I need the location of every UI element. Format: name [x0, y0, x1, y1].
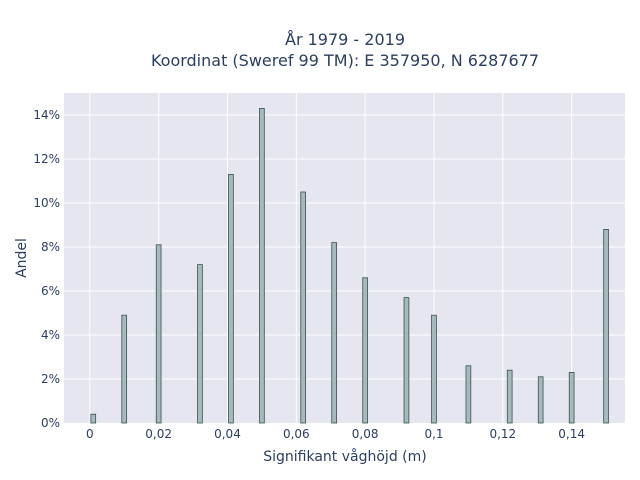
- bar: [197, 264, 203, 424]
- bar: [228, 173, 234, 424]
- plot-area: [64, 93, 625, 423]
- x-tick-label: 0,04: [214, 427, 241, 441]
- x-axis-title: Signifikant våghöjd (m): [263, 448, 426, 465]
- bar: [362, 277, 368, 424]
- bar: [403, 297, 410, 424]
- y-tick-label: 8%: [41, 240, 60, 254]
- chart-title-line1: År 1979 - 2019: [285, 30, 405, 49]
- bar: [121, 314, 128, 424]
- x-tick-label: 0,12: [489, 427, 516, 441]
- y-tick-label: 2%: [41, 372, 60, 386]
- bar: [603, 228, 609, 424]
- x-tick-label: 0,08: [352, 427, 379, 441]
- bars: [90, 108, 609, 424]
- bar: [431, 314, 437, 424]
- y-tick-label: 12%: [33, 152, 60, 166]
- x-tick-label: 0,06: [283, 427, 310, 441]
- ticks: 0 0,02 0,04 0,06 0,08 0,1 0,12 0,14 0% 2% 4% 6% 8% 10…: [33, 108, 585, 441]
- y-tick-label: 14%: [33, 108, 60, 122]
- bar: [506, 369, 513, 424]
- y-tick-label: 10%: [33, 196, 60, 210]
- chart-title-line2: Koordinat (Sweref 99 TM): E 357950, N 62…: [151, 51, 539, 70]
- y-tick-label: 0%: [41, 416, 60, 430]
- x-tick-label: 0,02: [145, 427, 172, 441]
- bar: [465, 365, 472, 424]
- x-tick-label: 0: [86, 427, 94, 441]
- bar: [90, 413, 97, 424]
- y-axis-title: Andel: [14, 238, 30, 278]
- y-tick-label: 6%: [41, 284, 60, 298]
- bar: [331, 242, 337, 424]
- y-tick-label: 4%: [41, 328, 60, 342]
- bar: [259, 108, 265, 424]
- bar: [300, 191, 307, 424]
- x-tick-label: 0,1: [424, 427, 443, 441]
- x-tick-label: 0,14: [558, 427, 585, 441]
- bar: [568, 371, 575, 424]
- bar: [155, 244, 162, 424]
- bar: [537, 376, 544, 424]
